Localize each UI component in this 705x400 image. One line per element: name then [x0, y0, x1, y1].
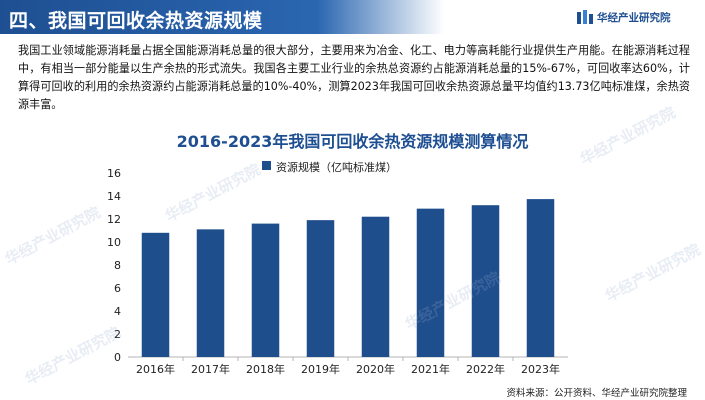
x-tick-label: 2022年: [466, 362, 505, 376]
brand-logo-icon: [577, 10, 593, 24]
legend-label: 资源规模（亿吨标准煤）: [276, 161, 397, 174]
bar: [416, 208, 445, 357]
y-tick-label: 14: [107, 190, 121, 203]
bar: [526, 199, 555, 357]
y-tick-label: 6: [114, 282, 121, 295]
x-tick-label: 2019年: [301, 362, 340, 376]
chart-title: 2016-2023年我国可回收余热资源规模测算情况: [176, 132, 529, 151]
y-tick-label: 16: [107, 167, 121, 180]
y-tick-label: 0: [114, 351, 121, 364]
x-tick-label: 2016年: [136, 362, 175, 376]
y-tick-label: 10: [107, 236, 121, 249]
brand-name: 华经产业研究院: [597, 12, 671, 24]
y-tick-label: 2: [114, 328, 121, 341]
section-title: 四、我国可回收余热资源规模: [9, 10, 263, 32]
x-tick-label: 2021年: [411, 362, 450, 376]
bar: [471, 205, 500, 357]
intro-paragraph: 我国工业领域能源消耗量占据全国能源消耗总量的很大部分，主要用来为冶金、化工、电力…: [18, 44, 690, 111]
y-tick-label: 12: [107, 213, 121, 226]
x-tick-label: 2017年: [191, 362, 230, 376]
y-tick-label: 4: [114, 305, 121, 318]
x-tick-label: 2023年: [521, 362, 560, 376]
legend-swatch: [262, 161, 271, 170]
bar: [141, 232, 170, 357]
bar: [361, 216, 390, 357]
source-note: 资料来源：公开资料、华经产业研究院整理: [506, 388, 687, 399]
bar: [196, 229, 225, 357]
header-bar: 四、我国可回收余热资源规模: [0, 0, 705, 34]
x-tick-label: 2020年: [356, 362, 395, 376]
y-tick-label: 8: [114, 259, 121, 272]
bar: [306, 220, 335, 357]
bar: [251, 223, 280, 357]
x-tick-label: 2018年: [246, 362, 285, 376]
